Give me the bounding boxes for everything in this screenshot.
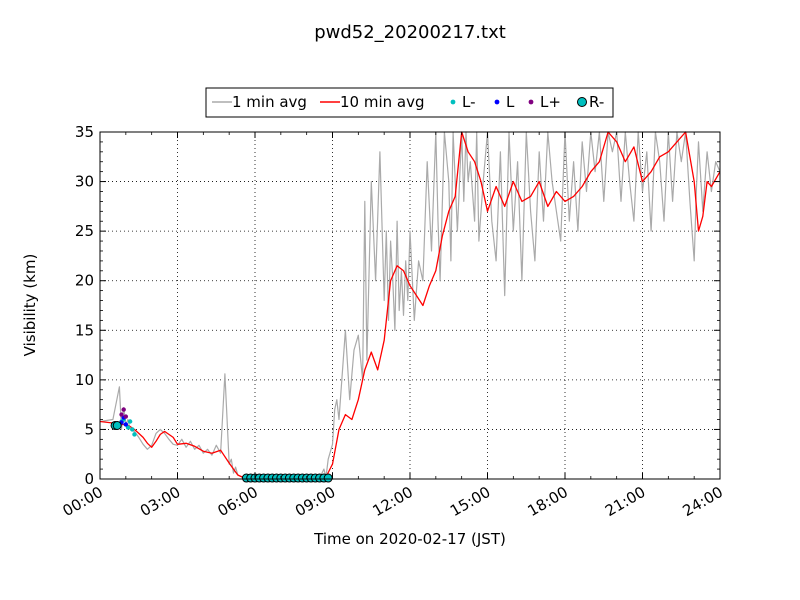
data-point-r-minus — [324, 474, 332, 482]
y-tick-label: 10 — [75, 371, 94, 389]
data-point-l-minus — [132, 432, 136, 436]
y-tick-label: 20 — [75, 272, 94, 290]
x-tick-label: 15:00 — [447, 483, 493, 520]
x-tick-label: 09:00 — [292, 483, 338, 520]
legend: 1 min avg 10 min avg L- L L+ R- — [206, 88, 613, 117]
y-axis-label: Visibility (km) — [21, 254, 39, 357]
x-tick-label: 18:00 — [525, 483, 571, 520]
y-tick-label: 30 — [75, 173, 94, 191]
x-tick-label: 24:00 — [680, 483, 726, 520]
x-axis-label: Time on 2020-02-17 (JST) — [313, 530, 506, 548]
data-point-l — [124, 422, 128, 426]
legend-swatch-l-minusplus — [529, 100, 534, 105]
data-point-l-minus — [128, 419, 132, 423]
x-tick-label: 21:00 — [602, 483, 648, 520]
x-tick-label: 06:00 — [215, 483, 261, 520]
legend-swatch-l — [495, 100, 500, 105]
legend-label-l-minus: L- — [462, 93, 476, 111]
data-point-l-plus — [121, 407, 125, 411]
data-point-l-minus — [130, 427, 134, 431]
legend-swatch-l-minus — [451, 100, 456, 105]
data-point-l-plus — [124, 414, 128, 418]
legend-label-10minavg: 10 min avg — [340, 93, 425, 111]
x-tick-label: 12:00 — [370, 483, 416, 520]
chart-title: pwd52_20200217.txt — [314, 22, 506, 43]
x-tick-label: 00:00 — [60, 483, 106, 520]
y-tick-label: 25 — [75, 222, 94, 240]
y-tick-label: 5 — [84, 420, 94, 438]
data-point-r-minus — [113, 421, 121, 429]
legend-label-1minavg: 1 min avg — [232, 93, 307, 111]
legend-label-l: L — [506, 93, 515, 111]
legend-label-l-minusplus: L+ — [540, 93, 561, 111]
y-tick-label: 15 — [75, 321, 94, 339]
y-tick-label: 35 — [75, 123, 94, 141]
data-point-l-plus — [119, 412, 123, 416]
legend-swatch-r-minus — [578, 98, 587, 107]
x-tick-label: 03:00 — [137, 483, 183, 520]
legend-label-r-minus: R- — [589, 93, 604, 111]
